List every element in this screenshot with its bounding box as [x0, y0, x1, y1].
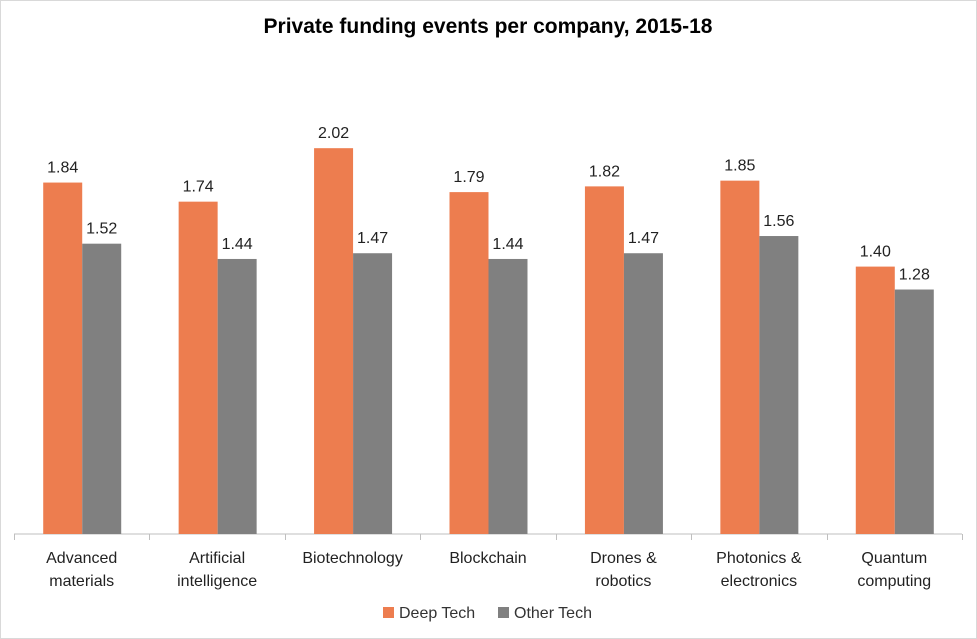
data-label-deep-tech: 2.02 [318, 125, 349, 142]
category-label: Artificial [189, 550, 245, 567]
bar-other-tech [894, 289, 934, 534]
bar-deep-tech [314, 148, 354, 534]
bar-deep-tech [720, 180, 760, 534]
bar-deep-tech [584, 186, 624, 534]
category-label: electronics [721, 573, 797, 590]
data-label-other-tech: 1.47 [628, 230, 659, 247]
bar-other-tech [759, 236, 799, 535]
legend: Deep Tech Other Tech [383, 605, 592, 622]
bar-deep-tech [43, 182, 83, 534]
data-label-deep-tech: 1.84 [47, 160, 78, 177]
category-label: Blockchain [449, 550, 526, 567]
data-label-deep-tech: 1.85 [724, 158, 755, 175]
legend-label-other-tech: Other Tech [514, 605, 592, 622]
bar-other-tech [217, 258, 257, 534]
category-label: materials [49, 573, 114, 590]
category-label: intelligence [177, 573, 257, 590]
category-label: computing [857, 573, 931, 590]
category-label: Drones & [590, 550, 657, 567]
chart-title: Private funding events per company, 2015… [264, 15, 713, 38]
data-label-deep-tech: 1.79 [453, 169, 484, 186]
category-label: Advanced [46, 550, 117, 567]
data-label-other-tech: 1.56 [763, 213, 794, 230]
data-label-other-tech: 1.47 [357, 230, 388, 247]
data-label-deep-tech: 1.40 [860, 244, 891, 261]
data-label-other-tech: 1.28 [899, 267, 930, 284]
category-label: Photonics & [716, 550, 802, 567]
bar-other-tech [82, 243, 122, 534]
category-label: Biotechnology [302, 550, 403, 567]
data-label-deep-tech: 1.74 [183, 179, 214, 196]
category-label: Quantum [861, 550, 927, 567]
bar-other-tech [488, 258, 528, 534]
bar-deep-tech [178, 201, 218, 534]
data-label-other-tech: 1.52 [86, 221, 117, 238]
category-label: robotics [595, 573, 651, 590]
bar-deep-tech [855, 266, 895, 534]
data-label-other-tech: 1.44 [492, 236, 523, 253]
bar-deep-tech [449, 192, 489, 535]
legend-swatch-other-tech [498, 607, 509, 618]
data-label-other-tech: 1.44 [222, 236, 253, 253]
legend-swatch-deep-tech [383, 607, 394, 618]
bar-other-tech [353, 253, 393, 535]
legend-label-deep-tech: Deep Tech [399, 605, 475, 622]
bar-other-tech [623, 253, 663, 535]
data-label-deep-tech: 1.82 [589, 163, 620, 180]
